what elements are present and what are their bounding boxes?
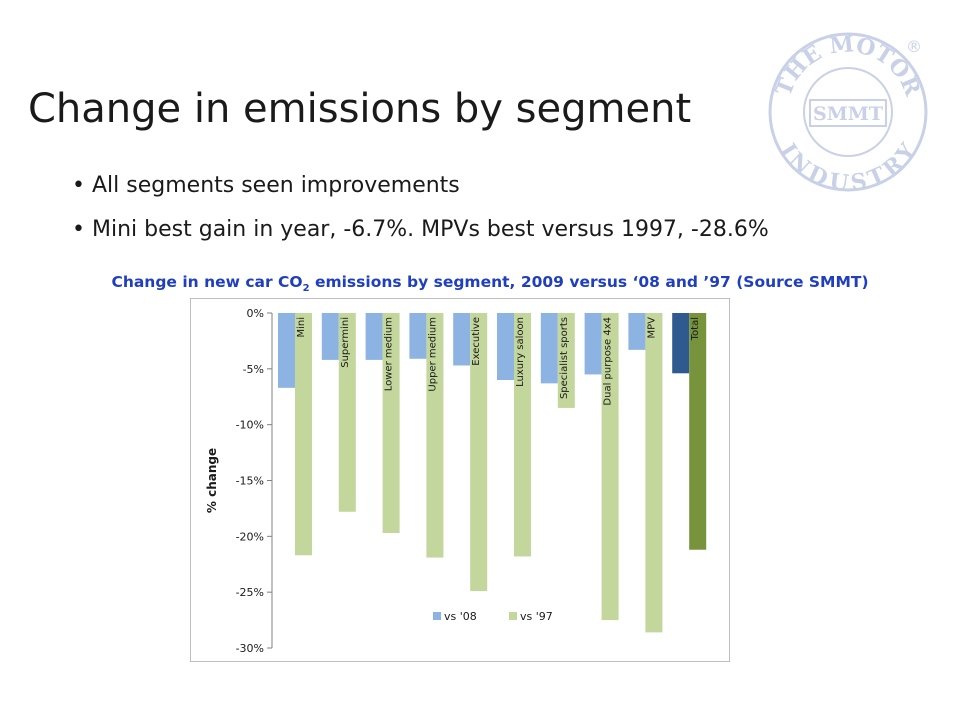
y-tick-label: -15% (236, 475, 264, 488)
bullet-dot: • (72, 173, 85, 198)
y-axis-label: % change (205, 448, 219, 513)
category-label: Mini (296, 317, 307, 338)
y-tick-label: -20% (236, 530, 264, 543)
bar-vs-97 (514, 313, 531, 557)
page-title: Change in emissions by segment (28, 86, 692, 132)
bar-vs-08 (584, 313, 602, 375)
chart-caption-subscript: 2 (302, 283, 310, 295)
chart-svg: 0% -5% -10% -15% -20% -25% -30% % change Mini Sup… (190, 298, 730, 662)
bar-vs-97 (295, 313, 312, 556)
chart-caption: Change in new car CO2 emissions by segme… (0, 273, 960, 294)
logo-top-text: THE MOTOR (771, 31, 926, 100)
y-tick-label: -5% (243, 363, 264, 376)
legend-label: vs '08 (444, 610, 477, 623)
bar-vs-97 (557, 313, 575, 408)
chart: 0% -5% -10% -15% -20% -25% -30% % change Mini Sup… (190, 298, 730, 662)
category-label: Luxury saloon (515, 317, 526, 387)
category-label: Upper medium (427, 317, 438, 392)
logo-outer-ring (768, 32, 928, 192)
legend-swatch (509, 612, 517, 620)
logo-inner-ring (803, 67, 893, 157)
category-label: Specialist sports (559, 317, 570, 399)
logo-center-text: SMMT (813, 103, 883, 125)
bar-vs-08 (672, 313, 690, 374)
chart-caption-end: emissions by segment, 2009 versus ‘08 an… (309, 273, 869, 291)
bar-vs-97 (426, 313, 444, 558)
category-label: Executive (471, 317, 482, 366)
bar-vs-97 (645, 313, 663, 633)
y-tick-label: -25% (236, 586, 264, 599)
y-tick-label: -30% (236, 642, 264, 655)
bar-vs-97 (689, 313, 707, 550)
bar-vs-08 (540, 313, 558, 384)
bullet-item: • All segments seen improvements (72, 168, 769, 212)
category-label: MPV (646, 317, 657, 339)
bar-vs-08 (453, 313, 471, 366)
bar-vs-97 (470, 313, 488, 592)
bar-vs-97 (601, 313, 619, 621)
legend-swatch (433, 612, 441, 620)
y-tick-label: 0% (247, 307, 264, 320)
bar-vs-08 (409, 313, 427, 359)
smmt-logo: THE MOTOR INDUSTRY SMMT ® (768, 31, 928, 194)
bullet-dot: • (72, 217, 85, 242)
category-label: Total (690, 317, 701, 341)
bullet-list: • All segments seen improvements • Mini be… (72, 168, 769, 256)
logo-bottom-text: INDUSTRY (774, 139, 921, 194)
category-label: Dual purpose 4x4 (603, 317, 614, 406)
bar-vs-08 (278, 313, 295, 388)
category-label: Lower medium (384, 317, 395, 391)
legend-label: vs '97 (520, 610, 553, 623)
bar-vs-08 (628, 313, 646, 350)
bar-vs-97 (338, 313, 356, 512)
chart-caption-start: Change in new car CO (111, 273, 303, 291)
bullet-text: Mini best gain in year, -6.7%. MPVs best… (92, 217, 769, 242)
bar-vs-08 (321, 313, 339, 360)
bar-vs-97 (382, 313, 400, 533)
bar-vs-08 (365, 313, 383, 360)
bar-vs-08 (497, 313, 514, 380)
bullet-text: All segments seen improvements (92, 173, 460, 198)
bullet-item: • Mini best gain in year, -6.7%. MPVs bes… (72, 212, 769, 256)
logo-registered-mark: ® (906, 37, 922, 56)
y-tick-label: -10% (236, 419, 264, 432)
logo-center-box (809, 99, 887, 127)
category-label: Supermini (340, 317, 351, 368)
